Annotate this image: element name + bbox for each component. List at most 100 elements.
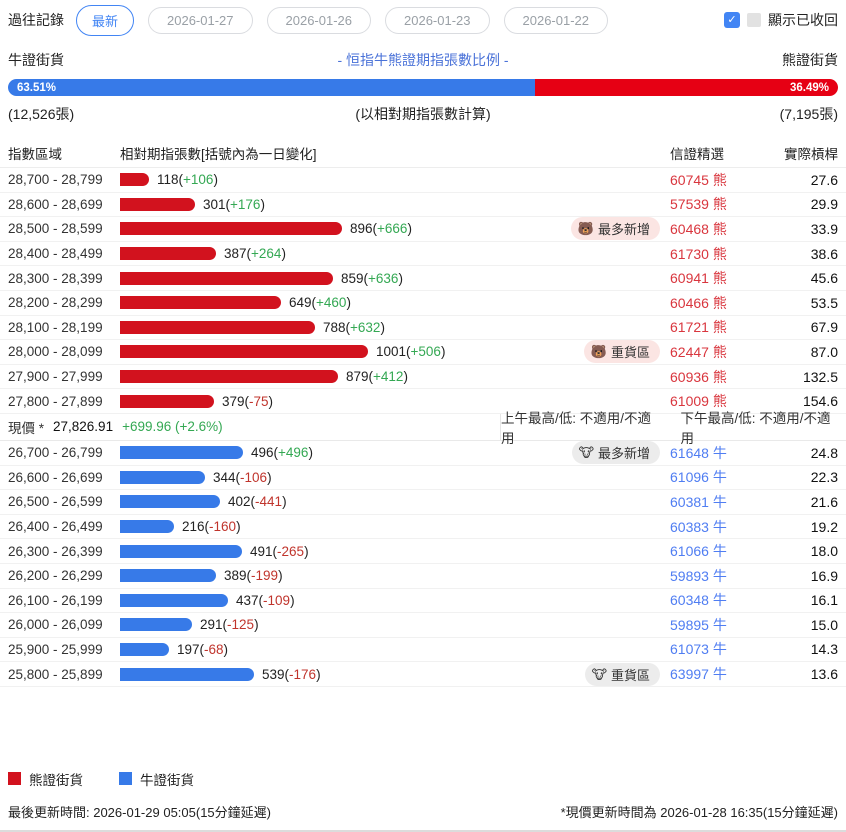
contracts-count: 379(-75) xyxy=(222,393,274,409)
one-day-change: +176 xyxy=(230,196,261,212)
volume-bar xyxy=(120,544,242,558)
one-day-change: +106 xyxy=(183,172,214,188)
contracts-count: 291(-125) xyxy=(200,617,259,633)
one-day-change: -199 xyxy=(251,568,279,584)
index-zone-label: 28,000 - 28,099 xyxy=(8,344,103,360)
warrant-code-link[interactable]: 60348 牛 xyxy=(670,592,727,609)
warrant-code-link[interactable]: 61009 熊 xyxy=(670,393,727,410)
table-row: 26,000 - 26,099 291(-125) 59895 牛 15.0 xyxy=(0,613,846,638)
row-main: 402(-441) xyxy=(120,494,670,509)
volume-bar xyxy=(120,271,333,285)
warrant-code-link[interactable]: 62447 熊 xyxy=(670,343,727,360)
index-zone-label: 28,600 - 28,699 xyxy=(8,196,103,212)
volume-bar xyxy=(120,470,205,484)
leverage-value: 53.5 xyxy=(810,294,838,311)
index-zone-label: 26,000 - 26,099 xyxy=(8,617,103,633)
table-row: 27,900 - 27,999 879(+412) 60936 熊 132.5 xyxy=(0,365,846,390)
one-day-change: -106 xyxy=(240,469,268,485)
warrant-code-link[interactable]: 61721 熊 xyxy=(670,319,727,336)
row-main: 301(+176) xyxy=(120,197,670,212)
row-main: 788(+632) xyxy=(120,320,670,335)
animal-icon: 🐻 xyxy=(577,221,594,237)
warrant-code-link[interactable]: 60383 牛 xyxy=(670,518,727,535)
warrant-code-link[interactable]: 61066 牛 xyxy=(670,543,727,560)
history-buttons: 最新 2026-01-27 2026-01-26 2026-01-23 2026-01-… xyxy=(76,4,609,36)
current-price-group: 現價 * 27,826.91 +699.96 (+2.6%) xyxy=(8,417,223,437)
warrant-code-link[interactable]: 60941 熊 xyxy=(670,270,727,287)
row-main: 216(-160) xyxy=(120,519,670,534)
leverage-value: 27.6 xyxy=(810,171,838,188)
table-row: 28,700 - 28,799 118(+106) 60745 熊 27.6 xyxy=(0,168,846,193)
warrant-code-link[interactable]: 60936 熊 xyxy=(670,368,727,385)
badge-label: 重貨區 xyxy=(610,667,650,683)
bear-zone-badge: 🐻 重貨區 xyxy=(583,340,660,364)
contracts-count: 437(-109) xyxy=(236,592,295,608)
checkbox-checked-icon[interactable]: ✓ xyxy=(724,12,740,28)
warrant-code-link[interactable]: 61073 牛 xyxy=(670,641,727,658)
leverage-value: 24.8 xyxy=(810,444,838,461)
leverage-value: 16.9 xyxy=(810,567,838,584)
index-zone-label: 28,100 - 28,199 xyxy=(8,319,103,335)
warrant-code-link[interactable]: 60468 熊 xyxy=(670,220,727,237)
warrant-code-link[interactable]: 60745 熊 xyxy=(670,171,727,188)
warrant-code-link[interactable]: 59893 牛 xyxy=(670,567,727,584)
history-date-button[interactable]: 2026-01-23 xyxy=(385,6,490,34)
index-zone-label: 28,200 - 28,299 xyxy=(8,295,103,311)
contracts-count: 879(+412) xyxy=(346,369,408,385)
bear-pct-label: 36.49% xyxy=(789,81,829,94)
index-zone-label: 25,800 - 25,899 xyxy=(8,666,103,682)
warrant-code-link[interactable]: 63997 牛 xyxy=(670,666,727,683)
index-zone-label: 26,200 - 26,299 xyxy=(8,568,103,584)
contracts-count: 539(-176) xyxy=(262,666,321,682)
am-high-low: 上午最高/低: 不適用/不適用 xyxy=(501,410,652,446)
volume-bar xyxy=(120,618,192,632)
index-zone-label: 26,400 - 26,499 xyxy=(8,519,103,535)
leverage-value: 38.6 xyxy=(810,245,838,262)
badge-label: 重貨區 xyxy=(610,345,650,361)
bull-rows-section: 26,700 - 26,799 496(+496) 🐮 最多新增 61648 牛… xyxy=(0,441,846,687)
bull-ratio-segment: 63.51% xyxy=(8,79,536,96)
current-price-value: 27,826.91 xyxy=(53,419,114,435)
history-date-button[interactable]: 2026-01-22 xyxy=(503,6,609,34)
warrant-code-link[interactable]: 59895 牛 xyxy=(670,616,727,633)
row-main: 437(-109) xyxy=(120,593,670,608)
contracts-count: 402(-441) xyxy=(228,494,287,510)
row-main: 539(-176) 🐮 重貨區 xyxy=(120,662,670,686)
ratio-counts: (12,526張) (以相對期指張數計算) (7,195張) xyxy=(0,104,846,124)
contracts-count: 387(+264) xyxy=(224,246,286,262)
warrant-code-link[interactable]: 57539 熊 xyxy=(670,196,727,213)
bull-zone-badge: 🐮 重貨區 xyxy=(584,662,660,686)
warrant-code-link[interactable]: 61730 熊 xyxy=(670,245,727,262)
row-main: 197(-68) xyxy=(120,642,670,657)
contracts-count: 496(+496) xyxy=(251,445,313,461)
bear-swatch-icon xyxy=(8,772,21,786)
table-row: 28,000 - 28,099 1001(+506) 🐻 重貨區 62447 熊… xyxy=(0,340,846,365)
current-price-label: 現價 * xyxy=(8,420,45,436)
table-row: 25,900 - 25,999 197(-68) 61073 牛 14.3 xyxy=(0,638,846,663)
history-date-button[interactable]: 2026-01-27 xyxy=(148,6,253,34)
table-row: 28,600 - 28,699 301(+176) 57539 熊 29.9 xyxy=(0,193,846,218)
leverage-value: 45.6 xyxy=(810,270,838,287)
history-date-button[interactable]: 2026-01-26 xyxy=(266,6,372,34)
warrant-code-link[interactable]: 60466 熊 xyxy=(670,294,727,311)
volume-bar xyxy=(120,446,243,460)
index-zone-label: 28,300 - 28,399 xyxy=(8,270,103,286)
table-row: 27,800 - 27,899 379(-75) 61009 熊 154.6 xyxy=(0,389,846,414)
warrant-code-link[interactable]: 61648 牛 xyxy=(670,444,727,461)
index-zone-label: 28,400 - 28,499 xyxy=(8,246,103,262)
table-row: 28,300 - 28,399 859(+636) 60941 熊 45.6 xyxy=(0,266,846,291)
volume-bar xyxy=(120,247,216,261)
bull-contract-count: (12,526張) xyxy=(8,106,75,122)
history-latest-button[interactable]: 最新 xyxy=(76,4,135,36)
warrant-code-link[interactable]: 60381 牛 xyxy=(670,493,727,510)
bull-swatch-icon xyxy=(119,772,132,786)
legend-bear-label: 熊證街貨 xyxy=(29,772,83,788)
volume-bar xyxy=(120,642,169,656)
warrant-code-link[interactable]: 61096 牛 xyxy=(670,469,727,486)
checkbox-unchecked-icon[interactable] xyxy=(747,13,761,27)
row-main: 649(+460) xyxy=(120,295,670,310)
volume-bar xyxy=(120,394,214,408)
leverage-value: 154.6 xyxy=(802,393,838,410)
row-main: 859(+636) xyxy=(120,271,670,286)
ratio-note: (以相對期指張數計算) xyxy=(355,106,491,122)
